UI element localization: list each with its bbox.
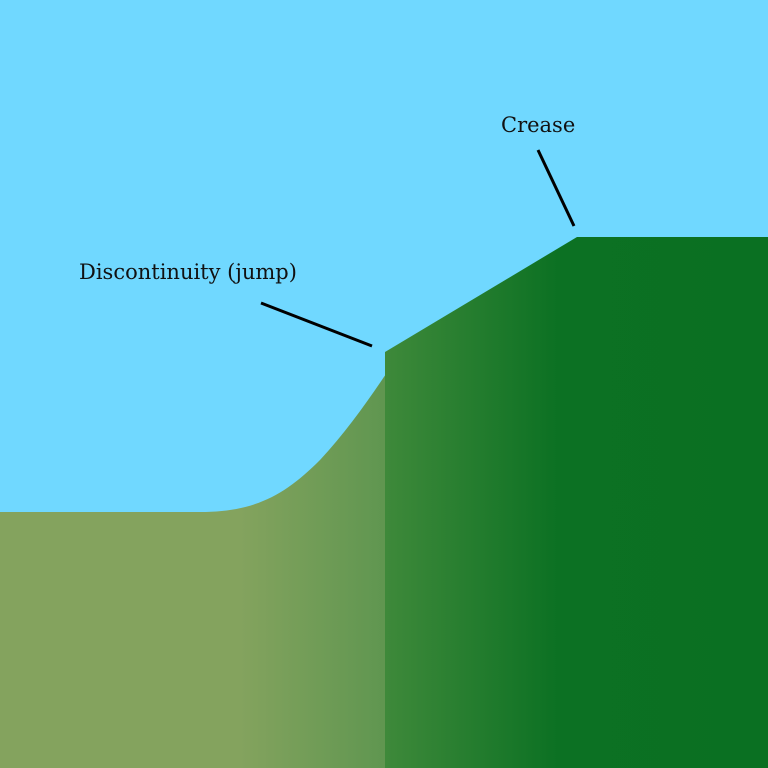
- discontinuity-pointer-line: [260, 301, 373, 348]
- terrain-right-linear-slope: [385, 237, 768, 768]
- crease-pointer-line: [536, 149, 576, 227]
- terrain-left-smooth-slope: [0, 374, 386, 768]
- crease-label: Crease: [501, 113, 575, 137]
- discontinuity-label: Discontinuity (jump): [79, 260, 297, 284]
